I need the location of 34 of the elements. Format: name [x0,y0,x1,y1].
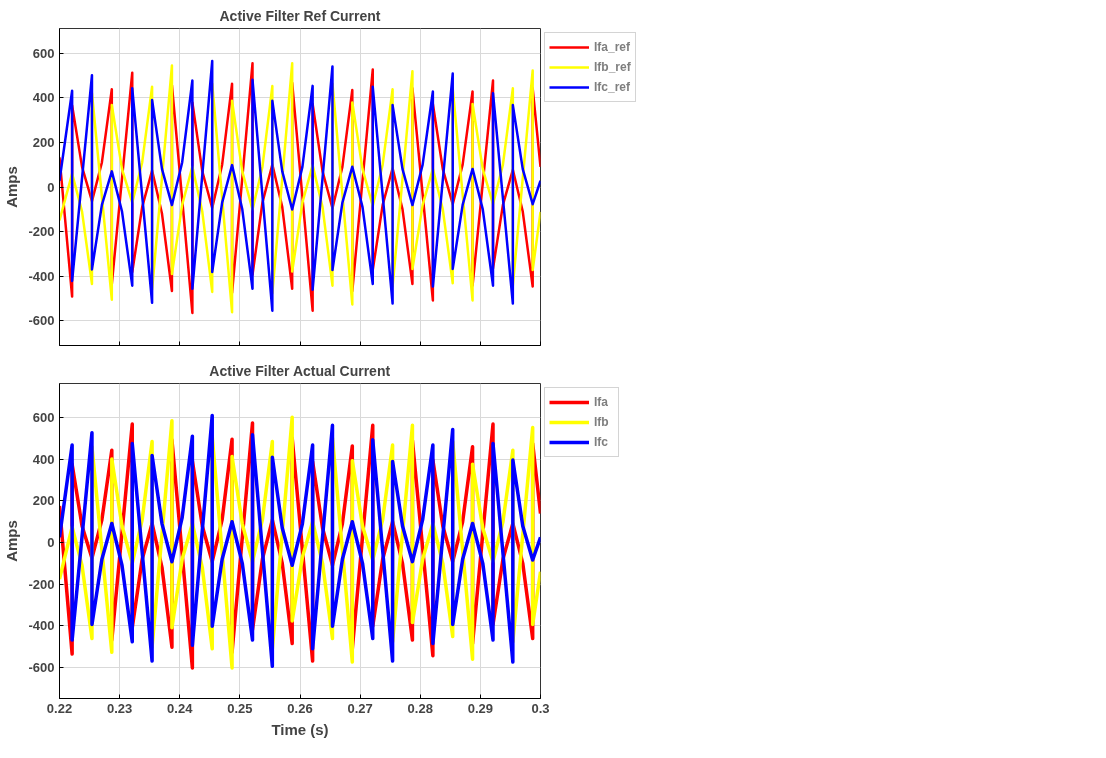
legend-label: Ifa_ref [594,40,631,54]
y-tick-label: 200 [32,134,55,150]
legend-label: Ifb_ref [594,60,631,74]
legend-label: Ifa [594,395,609,409]
y-tick-label: 0 [47,179,55,195]
y-tick-label: -200 [28,224,55,240]
chart-title: Active Filter Ref Current [219,7,381,24]
x-tick-label: 0.27 [347,700,373,716]
y-tick-label: -600 [28,313,55,329]
x-tick-label: 0.25 [227,700,253,716]
x-tick-label: 0.29 [467,700,494,716]
y-axis-title: Amps [3,166,21,208]
y-axis-title: Amps [3,520,21,562]
y-tick-label: 0 [47,535,55,551]
y-tick-label: 400 [32,451,55,467]
y-tick-label: 400 [32,90,55,106]
y-tick-label: -200 [28,576,55,592]
y-tick-label: 600 [32,45,55,61]
x-tick-label: 0.24 [167,700,194,716]
x-tick-label: 0.23 [106,700,133,716]
y-tick-label: -400 [28,618,55,634]
legend-label: Ifb [594,415,610,429]
x-tick-label: 0.28 [407,700,433,716]
chart-title: Active Filter Actual Current [209,362,391,379]
y-tick-label: -600 [28,659,55,675]
x-axis-title: Time (s) [271,720,329,738]
y-tick-label: 200 [32,493,55,509]
legend-label: Ifc_ref [594,80,631,94]
y-tick-label: 600 [32,410,55,426]
legend-label: Ifc [594,435,609,449]
x-tick-label: 0.22 [46,700,73,716]
x-tick-label: 0.26 [287,700,313,716]
x-tick-label: 0.3 [531,700,550,716]
y-tick-label: -400 [28,268,55,284]
